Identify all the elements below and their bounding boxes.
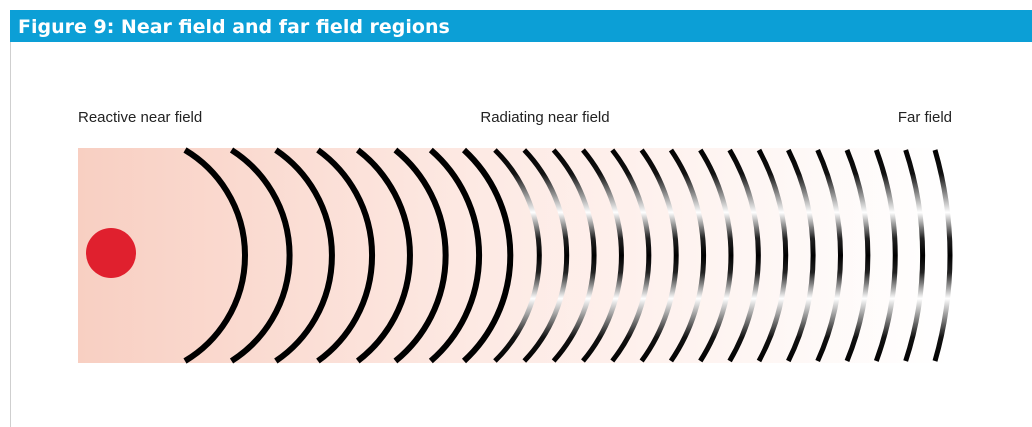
wavefront: [903, 149, 926, 362]
wavefronts: [183, 147, 953, 364]
header-title: Figure 9: Near field and far field regio…: [18, 16, 450, 38]
wavefront: [274, 147, 335, 364]
wavefront: [610, 148, 652, 363]
field-area: [78, 148, 950, 363]
wavefront: [727, 148, 761, 363]
wavefront: [581, 148, 624, 363]
wavefront: [229, 147, 293, 364]
wavefront: [639, 148, 679, 363]
source: [86, 228, 136, 278]
wavefront: [932, 149, 953, 362]
region-label: Reactive near field: [78, 109, 202, 126]
wavefront: [393, 147, 449, 364]
region-label: Radiating near field: [480, 109, 609, 126]
wavefront: [551, 148, 597, 363]
wavefront: [786, 148, 816, 363]
wavefront: [873, 149, 898, 362]
wavefront: [493, 148, 542, 363]
wavefront: [522, 148, 570, 363]
header-bar: [10, 10, 1032, 42]
wavefront: [668, 148, 707, 363]
wavefront: [756, 148, 789, 363]
wavefront: [355, 147, 413, 364]
region-label: Far field: [898, 109, 952, 126]
wavefront: [698, 148, 734, 363]
wavefront: [316, 147, 376, 364]
wavefront: [428, 147, 482, 364]
wavefront: [461, 147, 514, 364]
wavefront: [815, 148, 843, 363]
wavefront: [183, 147, 248, 364]
wavefront: [844, 149, 871, 362]
